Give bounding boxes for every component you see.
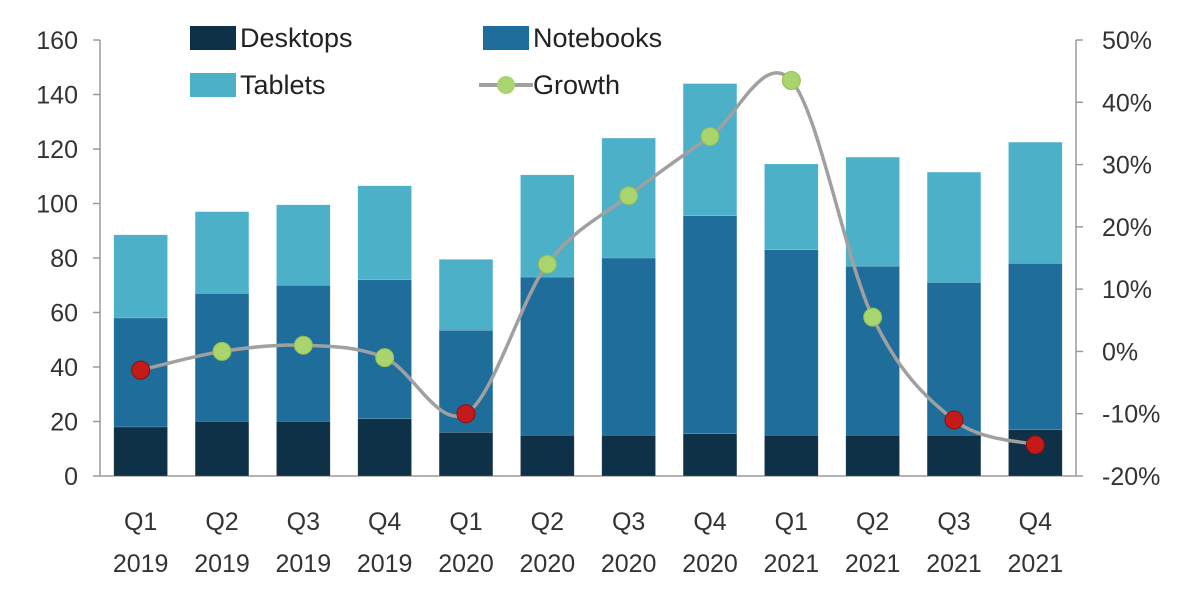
x-tick-quarter-label: Q3 — [612, 508, 645, 536]
bar-tablets — [194, 211, 250, 294]
x-tick-quarter-label: Q2 — [205, 508, 238, 536]
x-tick-year-label: 2021 — [764, 550, 820, 578]
y-tick-right-label: -10% — [1102, 401, 1160, 429]
bar-desktops — [276, 421, 331, 477]
bar-desktops — [194, 421, 250, 477]
bar-notebooks — [682, 215, 738, 435]
x-tick-quarter-label: Q1 — [449, 508, 482, 536]
bars — [113, 83, 1063, 477]
growth-point — [537, 254, 557, 274]
x-tick-year-label: 2019 — [113, 550, 169, 578]
bar-notebooks — [764, 249, 819, 436]
growth-point — [293, 335, 313, 355]
x-tick-year-label: 2019 — [276, 550, 332, 578]
x-tick-year-label: 2021 — [926, 550, 982, 578]
bar-notebooks — [1008, 263, 1063, 430]
y-tick-left-label: 100 — [36, 191, 78, 219]
growth-point — [781, 70, 801, 90]
y-tick-left-label: 80 — [50, 245, 78, 273]
legend-label-tablets: Tablets — [240, 70, 326, 100]
growth-point — [619, 186, 639, 206]
bar-tablets — [764, 163, 819, 251]
y-tick-left-label: 160 — [36, 27, 78, 55]
y-tick-right-label: 10% — [1102, 276, 1152, 304]
y-tick-left-label: 0 — [64, 463, 78, 491]
growth-point — [700, 127, 720, 147]
x-tick-year-label: 2019 — [194, 550, 250, 578]
growth-point — [944, 410, 964, 430]
legend: Desktops Notebooks Tablets Growth — [190, 23, 662, 100]
growth-point — [863, 307, 883, 327]
bar-notebooks — [926, 282, 982, 436]
y-tick-right-label: 40% — [1102, 89, 1152, 117]
y-tick-left-label: 140 — [36, 82, 78, 110]
growth-line — [138, 71, 1038, 447]
bar-tablets — [276, 204, 331, 286]
x-tick-year-label: 2021 — [845, 550, 901, 578]
bar-desktops — [357, 418, 412, 477]
y-tick-left-label: 40 — [50, 354, 78, 382]
bar-desktops — [926, 434, 982, 477]
growth-point — [212, 341, 232, 361]
x-tick-year-label: 2020 — [682, 550, 738, 578]
y-tick-right-label: 20% — [1102, 214, 1152, 242]
legend-label-desktops: Desktops — [240, 23, 353, 53]
bar-tablets — [438, 259, 494, 331]
x-tick-quarter-label: Q2 — [856, 508, 889, 536]
y-tick-left-label: 60 — [50, 300, 78, 328]
legend-swatch-tablets — [190, 73, 236, 97]
x-tick-quarter-label: Q3 — [937, 508, 970, 536]
x-tick-quarter-label: Q2 — [531, 508, 564, 536]
bar-tablets — [1008, 141, 1063, 264]
bar-tablets — [357, 185, 412, 281]
legend-swatch-marker — [497, 76, 515, 94]
x-tick-year-label: 2020 — [438, 550, 494, 578]
bar-desktops — [682, 433, 738, 477]
bar-notebooks — [601, 257, 656, 436]
y-tick-left-label: 20 — [50, 409, 78, 437]
growth-point — [375, 348, 395, 368]
bar-desktops — [601, 434, 656, 477]
x-tick-quarter-label: Q1 — [124, 508, 157, 536]
bar-tablets — [845, 156, 900, 267]
y-tick-right-label: 30% — [1102, 152, 1152, 180]
legend-swatch-desktops — [190, 26, 236, 50]
bar-tablets — [926, 171, 982, 283]
legend-swatch-notebooks — [483, 26, 529, 50]
x-tick-quarter-label: Q4 — [693, 508, 726, 536]
bar-desktops — [845, 434, 900, 477]
bar-desktops — [520, 434, 575, 477]
x-tick-quarter-label: Q4 — [1019, 508, 1052, 536]
x-tick-year-label: 2019 — [357, 550, 413, 578]
legend-label-notebooks: Notebooks — [533, 23, 662, 53]
y-tick-left-label: 120 — [36, 136, 78, 164]
legend-label-growth: Growth — [533, 70, 620, 100]
x-tick-quarter-label: Q3 — [287, 508, 320, 536]
growth-point — [131, 360, 151, 380]
y-tick-right-label: -20% — [1102, 463, 1160, 491]
bar-desktops — [764, 434, 819, 477]
growth-line-group — [131, 70, 1045, 455]
growth-point — [456, 404, 476, 424]
x-tick-year-label: 2021 — [1008, 550, 1064, 578]
bar-notebooks — [520, 276, 575, 436]
growth-point — [1025, 435, 1045, 455]
axes: 0 20 40 60 80 100 120 140 160 -20% -10% 0% 10% 20% 30%… — [36, 27, 1160, 578]
bar-desktops — [438, 432, 494, 477]
bar-tablets — [113, 234, 168, 319]
x-tick-year-label: 2020 — [601, 550, 657, 578]
y-tick-right-label: 50% — [1102, 27, 1152, 55]
y-tick-right-label: 0% — [1102, 338, 1138, 366]
x-tick-year-label: 2020 — [520, 550, 576, 578]
bar-desktops — [113, 426, 168, 477]
x-tick-quarter-label: Q4 — [368, 508, 401, 536]
x-tick-quarter-label: Q1 — [775, 508, 808, 536]
